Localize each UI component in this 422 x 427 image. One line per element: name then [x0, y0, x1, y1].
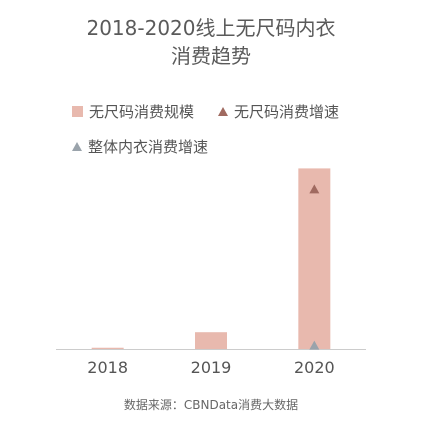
legend-square-icon: [72, 106, 83, 117]
bar-2019: [195, 332, 227, 349]
chart-title-line-1: 2018-2020线上无尺码内衣: [86, 16, 336, 40]
source-note: 数据来源：CBNData消费大数据: [123, 398, 299, 412]
bar-2020: [298, 168, 331, 349]
bar-2018: [91, 347, 124, 349]
legend-item-growth: 无尺码消费增速: [218, 101, 339, 122]
legend-label-overall: 整体内衣消费增速: [88, 138, 209, 156]
legend-triangle-brown-icon: [218, 107, 228, 116]
marker-overall-2020: [309, 340, 320, 350]
legend-label-growth: 无尺码消费增速: [234, 103, 340, 121]
legend-label-bar: 无尺码消费规模: [89, 103, 195, 121]
chart-title-line-2: 消费趋势: [171, 44, 251, 68]
chart-title: 2018-2020线上无尺码内衣 消费趋势: [0, 14, 422, 70]
legend-triangle-gray-icon: [72, 142, 82, 151]
x-tick-label-2019: 2019: [191, 358, 232, 377]
legend-item-overall: 整体内衣消费增速: [72, 136, 208, 157]
x-tick-label-2018: 2018: [87, 358, 128, 377]
x-tick-label-2020: 2020: [294, 358, 335, 377]
legend-item-bar: 无尺码消费规模: [72, 101, 194, 122]
marker-growth-2020: [309, 184, 320, 194]
